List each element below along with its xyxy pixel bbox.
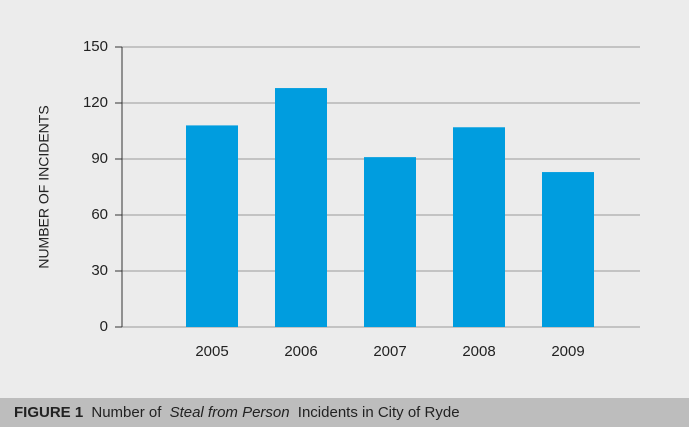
bar bbox=[542, 172, 594, 327]
bar bbox=[186, 125, 238, 328]
caption-text: Incidents in City of Ryde bbox=[298, 404, 460, 421]
caption: FIGURE 1 Number of Steal from Person Inc… bbox=[14, 404, 460, 421]
x-tick-label: 2005 bbox=[195, 343, 228, 360]
x-tick-label: 2009 bbox=[551, 343, 584, 360]
y-tick-label: 90 bbox=[91, 150, 108, 167]
caption-text: Number of bbox=[91, 404, 162, 421]
y-tick-label: 120 bbox=[83, 94, 108, 111]
caption-label: FIGURE 1 bbox=[14, 404, 83, 421]
x-tick-label: 2006 bbox=[284, 343, 317, 360]
y-tick-label: 0 bbox=[100, 318, 108, 335]
y-axis-label: NUMBER OF INCIDENTS bbox=[36, 105, 52, 268]
x-tick-label: 2008 bbox=[462, 343, 495, 360]
caption-italic: Steal from Person bbox=[170, 404, 290, 421]
y-tick-label: 60 bbox=[91, 206, 108, 223]
x-tick-label: 2007 bbox=[373, 343, 406, 360]
bar bbox=[364, 157, 416, 327]
bar bbox=[275, 88, 327, 327]
bar bbox=[453, 127, 505, 328]
y-tick-label: 150 bbox=[83, 38, 108, 55]
caption-band bbox=[0, 398, 689, 427]
y-tick-label: 30 bbox=[91, 262, 108, 279]
